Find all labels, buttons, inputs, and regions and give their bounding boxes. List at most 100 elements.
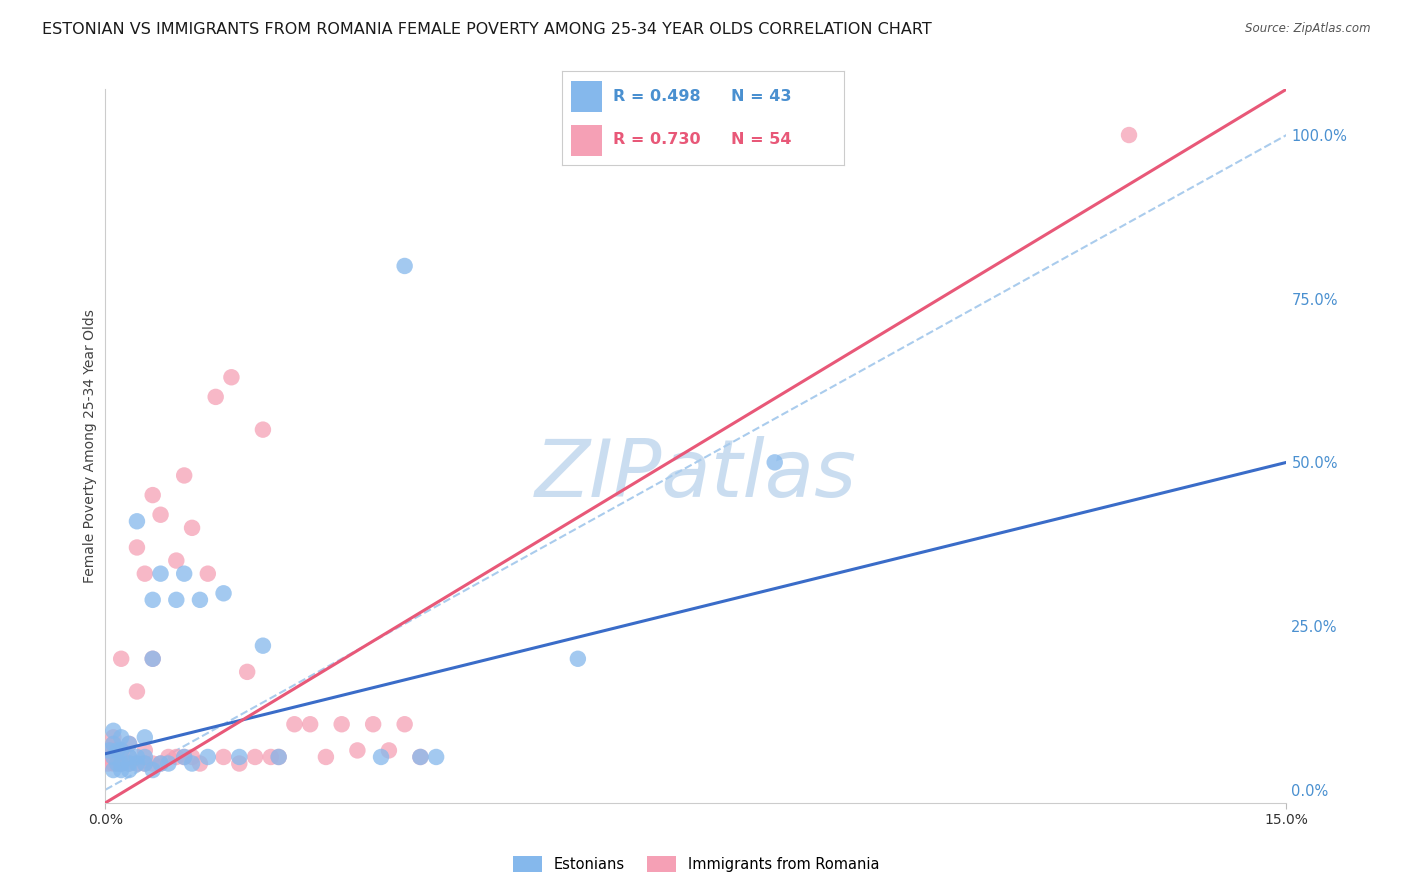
Point (409, 750, 432, 764)
Point (125, 750, 148, 764)
Point (228, 756, 250, 771)
Point (409, 750, 432, 764)
Point (118, 737, 141, 751)
Point (149, 756, 172, 771)
Text: R = 0.730: R = 0.730 (613, 132, 700, 147)
Bar (571, 125, 602, 156)
Point (125, 684, 148, 698)
Point (212, 586, 235, 600)
Point (252, 639, 274, 653)
Point (118, 750, 141, 764)
Point (236, 665, 259, 679)
Y-axis label: Female Poverty Among 25-34 Year Olds: Female Poverty Among 25-34 Year Olds (83, 309, 97, 583)
Point (98, 750, 121, 764)
Point (110, 750, 132, 764)
Point (149, 566, 172, 581)
Point (110, 743, 132, 757)
Point (134, 566, 156, 581)
Point (125, 756, 148, 771)
Point (361, 717, 384, 731)
Text: Source: ZipAtlas.com: Source: ZipAtlas.com (1246, 22, 1371, 36)
Point (103, 737, 125, 751)
Point (173, 468, 195, 483)
Point (763, 455, 786, 469)
Point (243, 750, 266, 764)
Point (142, 756, 165, 771)
Point (103, 763, 125, 777)
Point (105, 743, 128, 757)
Point (125, 541, 148, 555)
Point (260, 750, 283, 764)
Point (394, 717, 416, 731)
Point (134, 750, 156, 764)
Point (197, 750, 219, 764)
Point (125, 514, 148, 528)
Point (283, 717, 305, 731)
Point (157, 750, 180, 764)
Point (157, 756, 180, 771)
Point (149, 756, 172, 771)
Text: ZIPatlas: ZIPatlas (534, 435, 858, 514)
Point (1118, 128, 1140, 142)
Point (267, 750, 290, 764)
Point (567, 652, 589, 666)
Point (425, 750, 447, 764)
Point (346, 743, 368, 757)
Point (165, 750, 187, 764)
Point (103, 731, 125, 745)
Point (181, 756, 204, 771)
Point (188, 756, 211, 771)
Point (173, 566, 195, 581)
Point (103, 750, 125, 764)
Point (315, 750, 337, 764)
Point (98, 743, 121, 757)
Point (118, 756, 141, 771)
Point (110, 763, 132, 777)
Point (103, 750, 125, 764)
Point (142, 652, 165, 666)
Point (370, 750, 392, 764)
Point (378, 743, 401, 757)
Point (103, 737, 125, 751)
Point (125, 756, 148, 771)
Point (118, 737, 141, 751)
Point (142, 592, 165, 607)
Point (134, 756, 156, 771)
Text: ESTONIAN VS IMMIGRANTS FROM ROMANIA FEMALE POVERTY AMONG 25-34 YEAR OLDS CORRELA: ESTONIAN VS IMMIGRANTS FROM ROMANIA FEMA… (42, 22, 932, 37)
Point (173, 750, 195, 764)
Point (142, 652, 165, 666)
Point (212, 750, 235, 764)
Point (149, 508, 172, 522)
Point (103, 756, 125, 771)
Legend: Estonians, Immigrants from Romania: Estonians, Immigrants from Romania (508, 850, 884, 878)
Point (118, 756, 141, 771)
Point (105, 756, 128, 771)
Point (394, 259, 416, 273)
Point (134, 743, 156, 757)
Point (110, 652, 132, 666)
Point (110, 731, 132, 745)
Point (134, 731, 156, 745)
Point (142, 763, 165, 777)
Point (228, 750, 250, 764)
Point (105, 756, 128, 771)
Point (134, 756, 156, 771)
Point (110, 756, 132, 771)
Point (221, 370, 243, 384)
Point (173, 750, 195, 764)
Point (118, 750, 141, 764)
Point (299, 717, 322, 731)
Point (165, 592, 187, 607)
Text: N = 54: N = 54 (731, 132, 792, 147)
Point (103, 723, 125, 738)
Point (103, 743, 125, 757)
Point (118, 763, 141, 777)
Point (142, 488, 165, 502)
Point (188, 592, 211, 607)
Point (181, 750, 204, 764)
Point (110, 756, 132, 771)
Point (204, 390, 226, 404)
Point (165, 553, 187, 567)
Point (330, 717, 353, 731)
Text: N = 43: N = 43 (731, 89, 792, 104)
